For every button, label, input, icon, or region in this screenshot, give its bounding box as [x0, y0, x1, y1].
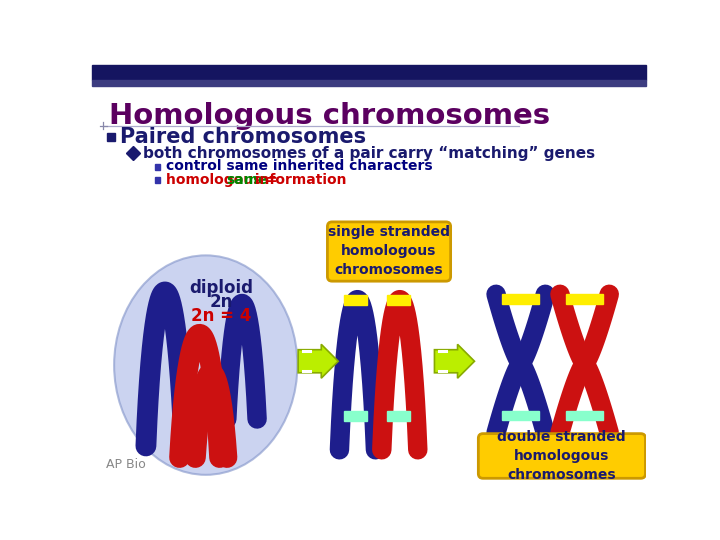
Text: homologous =: homologous = — [166, 173, 282, 186]
FancyArrow shape — [298, 345, 338, 378]
Text: same: same — [226, 173, 267, 186]
Bar — [503, 294, 539, 304]
Text: Paired chromosomes: Paired chromosomes — [120, 127, 366, 147]
Text: 2n = 4: 2n = 4 — [191, 307, 251, 325]
Text: both chromosomes of a pair carry “matching” genes: both chromosomes of a pair carry “matchi… — [143, 146, 595, 161]
Bar — [387, 295, 410, 305]
FancyBboxPatch shape — [478, 434, 645, 478]
Bar — [566, 294, 603, 304]
Bar — [343, 411, 366, 421]
Text: double stranded
homologous
chromosomes: double stranded homologous chromosomes — [498, 430, 626, 482]
Bar — [107, 133, 115, 141]
Bar — [343, 295, 366, 305]
Bar — [155, 177, 161, 183]
Bar — [503, 410, 539, 420]
Text: information: information — [251, 173, 347, 186]
Text: control same inherited characters: control same inherited characters — [166, 159, 432, 173]
Bar — [92, 65, 647, 80]
Text: diploid: diploid — [189, 279, 253, 297]
Bar — [566, 410, 603, 420]
Ellipse shape — [114, 255, 297, 475]
Bar — [155, 164, 161, 170]
Bar — [92, 80, 647, 86]
Text: single stranded
homologous
chromosomes: single stranded homologous chromosomes — [328, 225, 450, 277]
Text: AP Bio: AP Bio — [106, 457, 145, 470]
Bar — [387, 411, 410, 421]
FancyArrow shape — [434, 345, 474, 378]
Text: 2n: 2n — [210, 293, 233, 310]
Text: Homologous chromosomes: Homologous chromosomes — [109, 103, 550, 130]
FancyBboxPatch shape — [328, 222, 451, 281]
